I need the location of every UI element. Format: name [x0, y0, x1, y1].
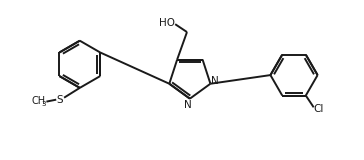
Text: HO: HO — [159, 18, 175, 28]
Text: 3: 3 — [41, 101, 46, 107]
Text: N: N — [184, 100, 192, 110]
Text: S: S — [57, 95, 63, 105]
Text: N: N — [211, 76, 219, 86]
Text: CH: CH — [31, 96, 46, 106]
Text: Cl: Cl — [313, 104, 324, 114]
